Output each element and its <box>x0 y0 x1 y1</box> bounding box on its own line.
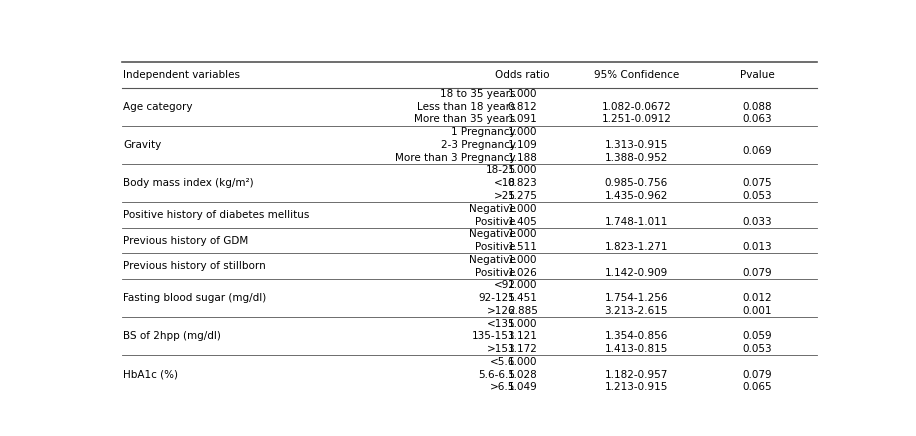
Text: >25: >25 <box>494 191 516 201</box>
Text: <18: <18 <box>494 178 516 188</box>
Text: 0.053: 0.053 <box>742 191 772 201</box>
Text: 1.091: 1.091 <box>507 115 538 124</box>
Text: 1.405: 1.405 <box>507 217 538 227</box>
Text: 1 Pregnancy: 1 Pregnancy <box>451 127 516 137</box>
Text: 1.823-1.271: 1.823-1.271 <box>605 242 668 252</box>
Text: 1.142-0.909: 1.142-0.909 <box>605 268 668 278</box>
Text: Body mass index (kg/m²): Body mass index (kg/m²) <box>123 178 254 188</box>
Text: 1.754-1.256: 1.754-1.256 <box>605 293 668 303</box>
Text: 0.079: 0.079 <box>742 370 772 380</box>
Text: 0.065: 0.065 <box>742 382 772 392</box>
Text: Positive: Positive <box>475 268 516 278</box>
Text: Odds ratio: Odds ratio <box>496 70 550 80</box>
Text: Negative: Negative <box>469 255 516 265</box>
Text: <92: <92 <box>494 280 516 290</box>
Text: 0.812: 0.812 <box>507 102 538 112</box>
Text: 1.000: 1.000 <box>508 357 538 367</box>
Text: 1.313-0.915: 1.313-0.915 <box>605 140 668 150</box>
Text: 1.000: 1.000 <box>508 166 538 176</box>
Text: 1.082-0.0672: 1.082-0.0672 <box>602 102 671 112</box>
Text: Fasting blood sugar (mg/dl): Fasting blood sugar (mg/dl) <box>123 293 267 303</box>
Text: >126: >126 <box>487 306 516 316</box>
Text: >6.5: >6.5 <box>490 382 516 392</box>
Text: 1.388-0.952: 1.388-0.952 <box>605 153 668 163</box>
Text: 0.079: 0.079 <box>742 268 772 278</box>
Text: Positive: Positive <box>475 242 516 252</box>
Text: 1.748-1.011: 1.748-1.011 <box>605 217 668 227</box>
Text: 0.823: 0.823 <box>507 178 538 188</box>
Text: 1.000: 1.000 <box>508 127 538 137</box>
Text: 1.413-0.815: 1.413-0.815 <box>605 344 668 354</box>
Text: 1.275: 1.275 <box>507 191 538 201</box>
Text: 18-25: 18-25 <box>485 166 516 176</box>
Text: 0.033: 0.033 <box>742 217 772 227</box>
Text: <5.6: <5.6 <box>490 357 516 367</box>
Text: 0.985-0.756: 0.985-0.756 <box>605 178 668 188</box>
Text: 0.059: 0.059 <box>742 331 772 341</box>
Text: 2-3 Pregnancy: 2-3 Pregnancy <box>441 140 516 150</box>
Text: 1.451: 1.451 <box>507 293 538 303</box>
Text: BS of 2hpp (mg/dl): BS of 2hpp (mg/dl) <box>123 331 221 341</box>
Text: 1.000: 1.000 <box>508 204 538 214</box>
Text: Negative: Negative <box>469 204 516 214</box>
Text: 0.053: 0.053 <box>742 344 772 354</box>
Text: >153: >153 <box>487 344 516 354</box>
Text: 2.885: 2.885 <box>507 306 538 316</box>
Text: 1.511: 1.511 <box>507 242 538 252</box>
Text: 1.000: 1.000 <box>508 319 538 329</box>
Text: More than 35 years: More than 35 years <box>414 115 516 124</box>
Text: 0.013: 0.013 <box>742 242 772 252</box>
Text: Gravity: Gravity <box>123 140 161 150</box>
Text: 3.213-2.615: 3.213-2.615 <box>605 306 668 316</box>
Text: 0.001: 0.001 <box>742 306 771 316</box>
Text: HbA1c (%): HbA1c (%) <box>123 370 178 380</box>
Text: 1.172: 1.172 <box>507 344 538 354</box>
Text: 1.213-0.915: 1.213-0.915 <box>605 382 668 392</box>
Text: 1.251-0.0912: 1.251-0.0912 <box>601 115 671 124</box>
Text: 0.012: 0.012 <box>742 293 772 303</box>
Text: 1.109: 1.109 <box>507 140 538 150</box>
Text: 1.354-0.856: 1.354-0.856 <box>605 331 668 341</box>
Text: Pvalue: Pvalue <box>739 70 774 80</box>
Text: 1.435-0.962: 1.435-0.962 <box>605 191 668 201</box>
Text: Independent variables: Independent variables <box>123 70 240 80</box>
Text: Previous history of stillborn: Previous history of stillborn <box>123 261 266 271</box>
Text: 1.182-0.957: 1.182-0.957 <box>605 370 668 380</box>
Text: 0.069: 0.069 <box>742 146 772 157</box>
Text: 1.000: 1.000 <box>508 255 538 265</box>
Text: 92-125: 92-125 <box>479 293 516 303</box>
Text: Age category: Age category <box>123 102 192 112</box>
Text: 0.063: 0.063 <box>742 115 772 124</box>
Text: 1.049: 1.049 <box>507 382 538 392</box>
Text: 1.000: 1.000 <box>508 229 538 239</box>
Text: 1.188: 1.188 <box>507 153 538 163</box>
Text: 1.121: 1.121 <box>507 331 538 341</box>
Text: 1.000: 1.000 <box>508 280 538 290</box>
Text: 0.088: 0.088 <box>742 102 772 112</box>
Text: 0.075: 0.075 <box>742 178 772 188</box>
Text: Previous history of GDM: Previous history of GDM <box>123 236 248 245</box>
Text: 95% Confidence: 95% Confidence <box>594 70 679 80</box>
Text: 1.028: 1.028 <box>507 370 538 380</box>
Text: Less than 18 years: Less than 18 years <box>417 102 516 112</box>
Text: 1.000: 1.000 <box>508 89 538 99</box>
Text: 5.6-6.5: 5.6-6.5 <box>478 370 516 380</box>
Text: 18 to 35 years: 18 to 35 years <box>440 89 516 99</box>
Text: More than 3 Pregnancy: More than 3 Pregnancy <box>395 153 516 163</box>
Text: Positive history of diabetes mellitus: Positive history of diabetes mellitus <box>123 210 310 220</box>
Text: Positive: Positive <box>475 217 516 227</box>
Text: <135: <135 <box>487 319 516 329</box>
Text: 1.026: 1.026 <box>507 268 538 278</box>
Text: 135-153: 135-153 <box>472 331 516 341</box>
Text: Negative: Negative <box>469 229 516 239</box>
